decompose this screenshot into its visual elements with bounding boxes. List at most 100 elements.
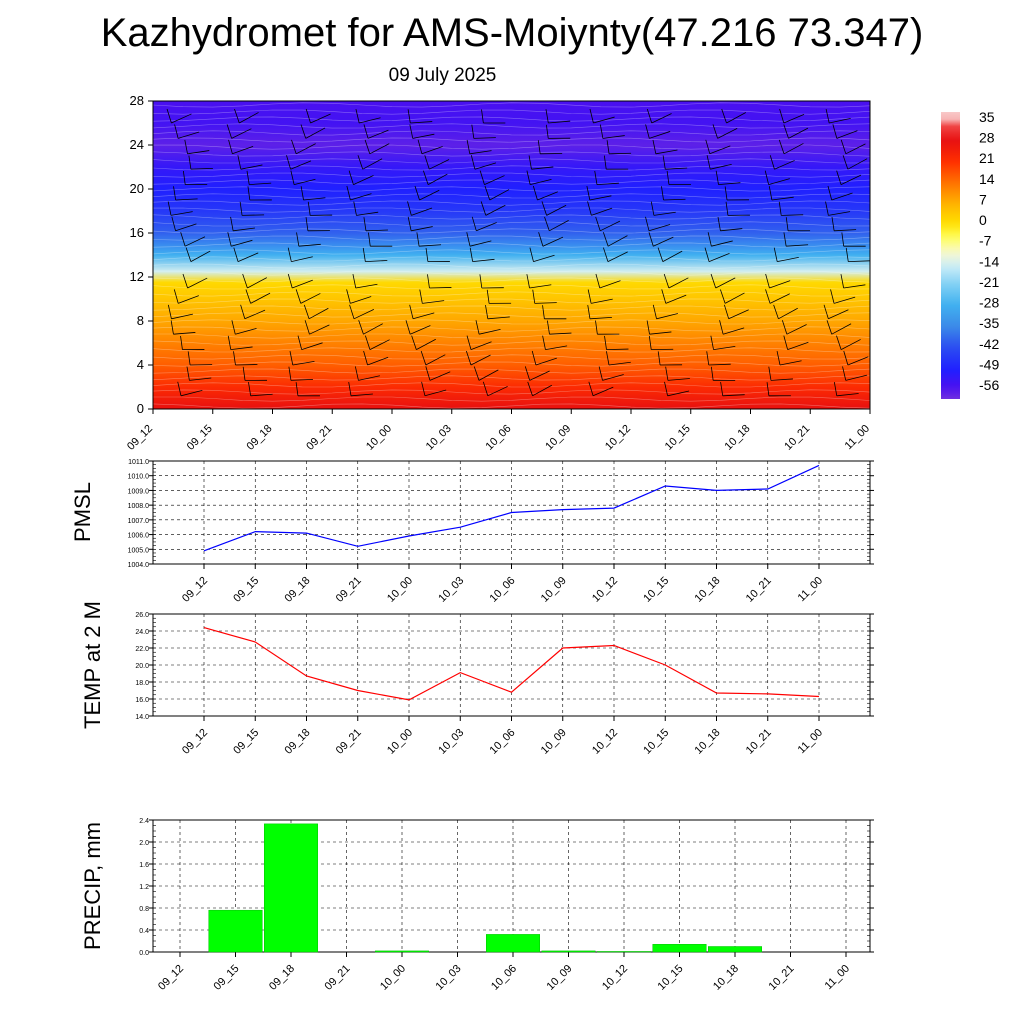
wind-barb: [353, 309, 375, 320]
x-tick-label: 10_03: [436, 575, 466, 605]
y-tick-label: 1.2: [139, 884, 149, 891]
x-tick-label: 10_06: [484, 423, 514, 453]
x-tick-label: 10_09: [539, 575, 569, 605]
wind-barb: [350, 296, 372, 304]
wind-barb: [291, 256, 313, 262]
wind-barb: [847, 158, 868, 170]
wind-barb: [416, 338, 436, 350]
wind-barb: [294, 178, 316, 185]
wind-barb: [412, 133, 435, 139]
wind-barb-flag: [407, 201, 412, 216]
wind-barb: [833, 296, 856, 304]
wind-barb: [768, 178, 790, 185]
wind-barb-flag: [537, 140, 541, 154]
y-tick-label: 1005.0: [128, 547, 150, 554]
wind-barb: [232, 146, 254, 155]
y-axis-label: PRECIP, mm: [80, 822, 105, 950]
x-tick-label: 09_18: [283, 575, 313, 605]
wind-barb: [607, 251, 628, 262]
wind-barb-flag: [226, 124, 233, 139]
pmsl-chart: 1004.0 1005.0 1006.0 1007.0 1008.0 1009.0 1010…: [70, 459, 874, 605]
wind-barb: [429, 159, 450, 170]
contour-line: [153, 179, 870, 185]
wind-barb-flag: [842, 366, 847, 381]
wind-barb: [247, 277, 267, 289]
wind-barb-flag: [545, 124, 549, 139]
wind-barb: [529, 284, 552, 289]
wind-barb-flag: [840, 274, 845, 289]
wind-barb-flag: [595, 273, 601, 289]
wind-barb: [529, 370, 550, 381]
wind-barb-flag: [231, 320, 236, 335]
contour-line: [153, 137, 870, 143]
wind-barb: [668, 277, 689, 289]
y-tick-label: 1.6: [139, 862, 149, 869]
wind-barb: [178, 131, 200, 139]
wind-barb-flag: [247, 186, 251, 201]
y-tick-label: 16.0: [135, 697, 149, 704]
wind-barb: [534, 302, 557, 304]
contour-line: [153, 312, 870, 318]
contour-line: [153, 207, 870, 213]
contour-line: [153, 347, 870, 353]
wind-barb: [295, 143, 316, 155]
precip-bar: [375, 950, 429, 953]
wind-barb-flag: [363, 124, 369, 139]
colorbar-label: -42: [979, 336, 999, 352]
x-tick-label: 10_03: [434, 963, 464, 993]
wind-barb-flag: [712, 124, 718, 139]
wind-barb-flag: [354, 366, 359, 381]
wind-barb-flag: [661, 289, 667, 304]
wind-barb-flag: [470, 155, 476, 170]
wind-barb-flag: [233, 247, 239, 262]
x-tick-label: 10_15: [641, 727, 671, 757]
contour-line: [153, 123, 870, 129]
wind-barb: [190, 250, 211, 262]
wind-barb: [589, 195, 612, 201]
wind-barb: [365, 260, 388, 262]
wind-barb: [836, 130, 858, 139]
wind-barb-flag: [710, 273, 717, 289]
wind-barb-flag: [589, 108, 594, 124]
colorbar-label: -35: [979, 315, 999, 331]
wind-barb-flag: [768, 186, 773, 201]
contour-line: [153, 158, 870, 164]
wind-barb-flag: [542, 335, 546, 350]
wind-barb: [300, 293, 321, 304]
wind-barb: [533, 254, 555, 262]
wind-barb-flag: [666, 170, 670, 185]
wind-barb-flag: [532, 289, 536, 304]
wind-barb-flag: [538, 232, 544, 247]
wind-barb-flag: [237, 155, 242, 170]
y-tick-label: 8: [137, 313, 144, 328]
wind-barb: [662, 250, 683, 262]
contour-line: [153, 200, 870, 206]
wind-barb-flag: [650, 201, 655, 216]
wind-barb: [708, 252, 730, 262]
wind-barb-flag: [182, 170, 186, 185]
x-tick-label: 09_18: [283, 727, 313, 757]
wind-barb-flag: [831, 217, 835, 231]
wind-barb-flag: [779, 108, 785, 124]
wind-barb-flag: [166, 108, 172, 124]
precip-bar: [652, 944, 707, 953]
wind-barb-flag: [245, 289, 252, 304]
wind-barb-flag: [305, 108, 311, 124]
x-tick-label: 09_15: [185, 423, 215, 453]
wind-barb: [478, 328, 501, 335]
wind-barb: [545, 345, 568, 350]
wind-barb: [171, 313, 193, 320]
wind-barb: [250, 292, 271, 304]
wind-barb-flag: [781, 320, 788, 335]
wind-barb-flag: [242, 366, 246, 381]
wind-barb-flag: [486, 289, 490, 304]
wind-barb: [532, 384, 553, 397]
y-tick-label: 16: [130, 225, 144, 240]
wind-barb: [593, 116, 615, 124]
x-tick-label: 10_00: [385, 727, 415, 757]
wind-barb: [548, 120, 571, 124]
wind-barb-flag: [588, 381, 594, 396]
colorbar-fill: [941, 112, 960, 399]
wind-barb-flag: [234, 108, 240, 124]
wind-barb-flag: [173, 289, 179, 304]
